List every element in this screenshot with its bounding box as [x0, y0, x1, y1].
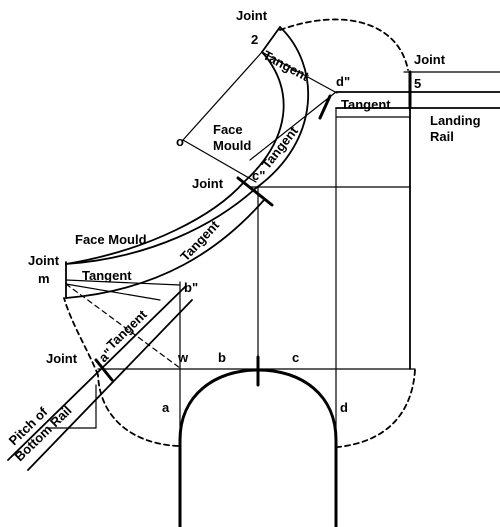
joint-label-right: Joint — [414, 52, 446, 67]
bottom-rail-pitch — [7, 283, 193, 471]
tangent-label-pitch: Tangent — [104, 306, 151, 352]
point-c2-label: c" — [252, 168, 265, 183]
joint-label-left: Joint — [28, 253, 60, 268]
point-c-label: c — [292, 350, 299, 365]
point-b-label: b — [218, 350, 226, 365]
tangent-label-diag-lower: Tangent — [177, 217, 222, 264]
tangent-label-upper: Tangent — [261, 47, 312, 84]
point-b2-label: b" — [184, 280, 198, 295]
mould-label: Mould — [213, 138, 251, 153]
landing-label: Landing — [430, 113, 481, 128]
landing-rail — [335, 71, 500, 109]
joint-label-mid: Joint — [192, 176, 224, 191]
well-hole — [178, 355, 338, 527]
point-o-label: o — [176, 134, 184, 149]
horizontal-lines — [249, 116, 411, 188]
tangent-label-lower: Tangent — [82, 268, 132, 283]
point-5-label: 5 — [414, 76, 421, 91]
joint-markers — [94, 70, 412, 382]
face-label: Face — [213, 122, 243, 137]
point-m-label: m — [38, 271, 50, 286]
face-mould-upper — [182, 26, 338, 189]
rail-label: Rail — [430, 129, 454, 144]
point-w-label: w — [177, 350, 189, 365]
joint-label-top: Joint — [236, 8, 268, 23]
dashed-outer-curves — [63, 18, 416, 448]
point-d-label: d — [340, 400, 348, 415]
vertical-lines — [179, 71, 411, 441]
joint-label-bottom: Joint — [46, 351, 78, 366]
face-mould-label: Face Mould — [75, 232, 147, 247]
point-2-label: 2 — [251, 32, 258, 47]
tangent-label-landing: Tangent — [341, 97, 391, 112]
face-mould-lower — [65, 181, 265, 301]
point-d2-label: d" — [336, 74, 350, 89]
point-a-label: a — [162, 400, 170, 415]
